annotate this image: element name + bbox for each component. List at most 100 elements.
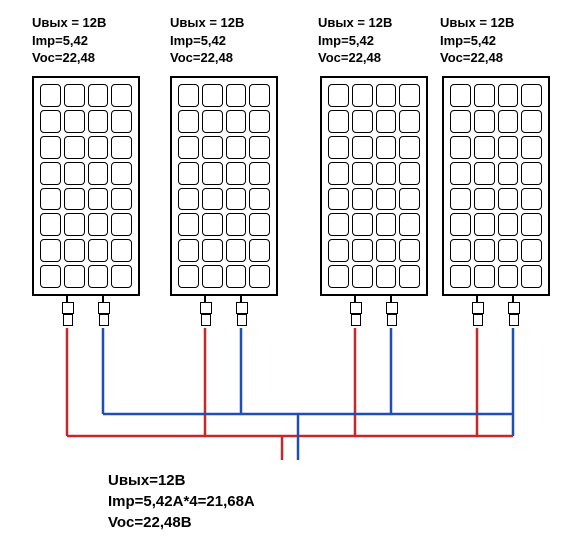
solar-cell	[249, 110, 270, 133]
solar-cell	[328, 162, 349, 185]
solar-cell	[64, 110, 85, 133]
solar-cell	[352, 213, 373, 236]
solar-cell	[399, 239, 420, 262]
panel-3-pos-connector	[350, 302, 360, 326]
panel-3-uout: Uвых = 12В	[318, 15, 392, 30]
solar-cell	[399, 162, 420, 185]
solar-cell	[450, 188, 471, 211]
solar-cell	[399, 188, 420, 211]
solar-cell	[40, 213, 61, 236]
solar-cell	[88, 239, 109, 262]
solar-cell	[328, 239, 349, 262]
solar-cell	[88, 213, 109, 236]
solar-cell	[399, 110, 420, 133]
solar-cell	[498, 110, 519, 133]
solar-panel-4	[442, 76, 550, 296]
solar-cell	[376, 84, 397, 107]
solar-cell	[226, 239, 247, 262]
solar-cell	[202, 213, 223, 236]
solar-cell	[376, 136, 397, 159]
solar-cell	[352, 188, 373, 211]
solar-cell	[226, 213, 247, 236]
output-voc: Voc=22,48В	[108, 514, 192, 531]
solar-cell	[202, 84, 223, 107]
solar-cell	[178, 110, 199, 133]
solar-cell	[88, 110, 109, 133]
panel-2-uout: Uвых = 12В	[170, 15, 244, 30]
solar-cell	[111, 136, 132, 159]
solar-cell	[178, 265, 199, 288]
solar-cell	[498, 213, 519, 236]
panel-4-pos-connector	[472, 302, 482, 326]
solar-cell	[64, 188, 85, 211]
solar-cell	[474, 110, 495, 133]
solar-cell	[521, 265, 542, 288]
solar-cell	[202, 239, 223, 262]
solar-cell	[376, 265, 397, 288]
solar-cell	[474, 162, 495, 185]
solar-cell	[328, 188, 349, 211]
solar-cell	[88, 265, 109, 288]
solar-cell	[249, 239, 270, 262]
solar-cell	[474, 265, 495, 288]
solar-cell	[328, 84, 349, 107]
solar-cell	[178, 136, 199, 159]
solar-cell	[352, 162, 373, 185]
solar-cell	[249, 213, 270, 236]
solar-cell	[111, 213, 132, 236]
solar-cell	[450, 136, 471, 159]
solar-cell	[64, 239, 85, 262]
solar-cell	[40, 84, 61, 107]
solar-cell	[498, 84, 519, 107]
solar-cell	[498, 136, 519, 159]
solar-cell	[450, 213, 471, 236]
solar-cell	[111, 265, 132, 288]
solar-cell	[88, 188, 109, 211]
panel-1-label: Uвых = 12В Imp=5,42 Voc=22,48	[32, 14, 106, 67]
solar-cell	[376, 188, 397, 211]
panel-3-imp: Imp=5,42	[318, 33, 374, 48]
solar-cell	[474, 188, 495, 211]
solar-cell	[399, 213, 420, 236]
solar-cell	[64, 265, 85, 288]
panel-2-voc: Voc=22,48	[170, 50, 233, 65]
solar-cell	[178, 213, 199, 236]
solar-cell	[498, 265, 519, 288]
solar-cell	[399, 84, 420, 107]
solar-cell	[399, 136, 420, 159]
solar-cell	[328, 136, 349, 159]
panel-2-cells	[178, 84, 270, 288]
solar-cell	[328, 265, 349, 288]
solar-cell	[249, 265, 270, 288]
solar-cell	[40, 162, 61, 185]
solar-cell	[178, 162, 199, 185]
output-imp: Imp=5,42А*4=21,68А	[108, 493, 255, 510]
solar-cell	[40, 110, 61, 133]
solar-cell	[474, 239, 495, 262]
solar-cell	[352, 110, 373, 133]
solar-cell	[202, 110, 223, 133]
solar-panel-3	[320, 76, 428, 296]
panel-4-cells	[450, 84, 542, 288]
solar-cell	[249, 188, 270, 211]
solar-cell	[249, 162, 270, 185]
solar-cell	[40, 188, 61, 211]
solar-cell	[352, 84, 373, 107]
solar-cell	[226, 136, 247, 159]
solar-cell	[178, 188, 199, 211]
solar-cell	[202, 265, 223, 288]
solar-cell	[202, 188, 223, 211]
panel-1-neg-connector	[98, 302, 108, 326]
solar-cell	[111, 84, 132, 107]
solar-cell	[376, 110, 397, 133]
panel-4-voc: Voc=22,48	[440, 50, 503, 65]
solar-cell	[328, 110, 349, 133]
solar-cell	[376, 213, 397, 236]
solar-cell	[226, 188, 247, 211]
solar-cell	[111, 239, 132, 262]
solar-cell	[352, 239, 373, 262]
solar-cell	[498, 188, 519, 211]
panel-2-label: Uвых = 12В Imp=5,42 Voc=22,48	[170, 14, 244, 67]
solar-cell	[498, 162, 519, 185]
solar-cell	[450, 265, 471, 288]
